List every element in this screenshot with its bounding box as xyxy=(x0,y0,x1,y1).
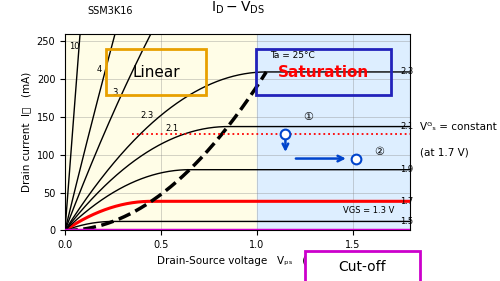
Text: Vᴳₛ = constant: Vᴳₛ = constant xyxy=(420,122,497,132)
Y-axis label: Drain current  I₝   (mA): Drain current I₝ (mA) xyxy=(21,72,31,192)
Text: 1.7: 1.7 xyxy=(400,197,413,206)
Text: 3: 3 xyxy=(112,88,117,97)
Text: (at 1.7 V): (at 1.7 V) xyxy=(420,148,469,158)
Text: 2.3: 2.3 xyxy=(141,111,154,120)
Text: VGS = 1.3 V: VGS = 1.3 V xyxy=(343,206,394,215)
Text: 2.3: 2.3 xyxy=(400,67,413,76)
Text: Cut-off: Cut-off xyxy=(338,260,386,274)
Text: 1.5: 1.5 xyxy=(400,217,413,226)
Text: $\mathrm{I_D - V_{DS}}$: $\mathrm{I_D - V_{DS}}$ xyxy=(210,0,264,16)
Text: ②: ② xyxy=(374,147,384,157)
Text: SSM3K16: SSM3K16 xyxy=(87,6,132,16)
Text: Linear: Linear xyxy=(132,65,180,80)
Text: 1.9: 1.9 xyxy=(400,165,413,174)
Text: Ta = 25°C: Ta = 25°C xyxy=(270,51,315,60)
Text: Saturation: Saturation xyxy=(278,65,370,80)
X-axis label: Drain-Source voltage   Vₚₛ   (V): Drain-Source voltage Vₚₛ (V) xyxy=(158,256,318,266)
Bar xyxy=(256,34,410,230)
Text: 2.1: 2.1 xyxy=(400,122,413,131)
Text: ①: ① xyxy=(304,112,314,122)
Bar xyxy=(65,34,256,230)
Text: 4: 4 xyxy=(97,65,102,74)
Text: 2.1: 2.1 xyxy=(166,124,179,133)
Text: 10: 10 xyxy=(70,42,80,51)
